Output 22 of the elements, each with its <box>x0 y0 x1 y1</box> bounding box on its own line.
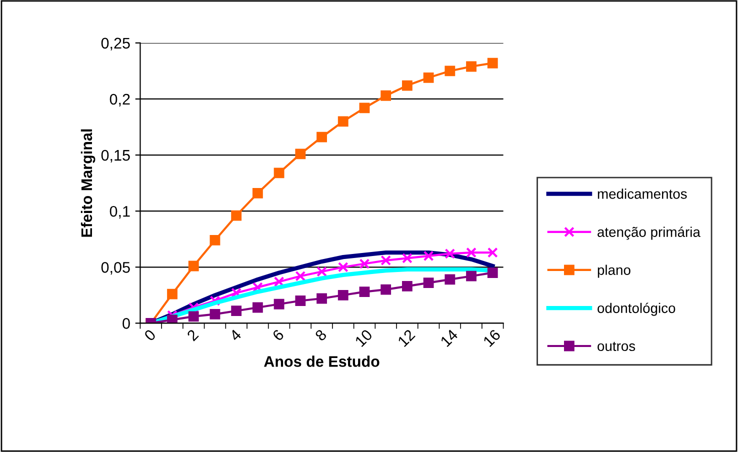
y-tick-label: 0,25 <box>101 38 130 50</box>
x-tick-label: 14 <box>440 328 458 348</box>
legend-label: odontológico <box>598 302 676 316</box>
y-tick-label: 0,1 <box>110 206 130 219</box>
y-tick-label: 0,2 <box>110 94 130 106</box>
x-tick-label: 16 <box>482 328 502 348</box>
x-tick-label: 10 <box>354 328 373 348</box>
x-tick-label: 2 <box>186 328 199 342</box>
legend-label: medicamentos <box>598 188 687 199</box>
x-tick-label: 0 <box>144 328 156 342</box>
x-tick-label: 8 <box>314 328 328 342</box>
y-tick-label: 0,15 <box>101 150 130 163</box>
x-tick-label: 6 <box>272 328 284 342</box>
legend-label: atenção primária <box>598 226 700 240</box>
y-axis-title: Efeito Marginal <box>80 129 96 237</box>
x-tick-label: 4 <box>228 328 242 342</box>
legend-label: outros <box>598 342 636 352</box>
y-tick-label: 0,05 <box>101 262 130 275</box>
x-axis-title: Anos de Estudo <box>264 356 380 367</box>
x-tick-label: 12 <box>397 328 416 348</box>
y-tick-label: 0 <box>122 318 130 329</box>
legend-label: plano <box>598 264 630 278</box>
